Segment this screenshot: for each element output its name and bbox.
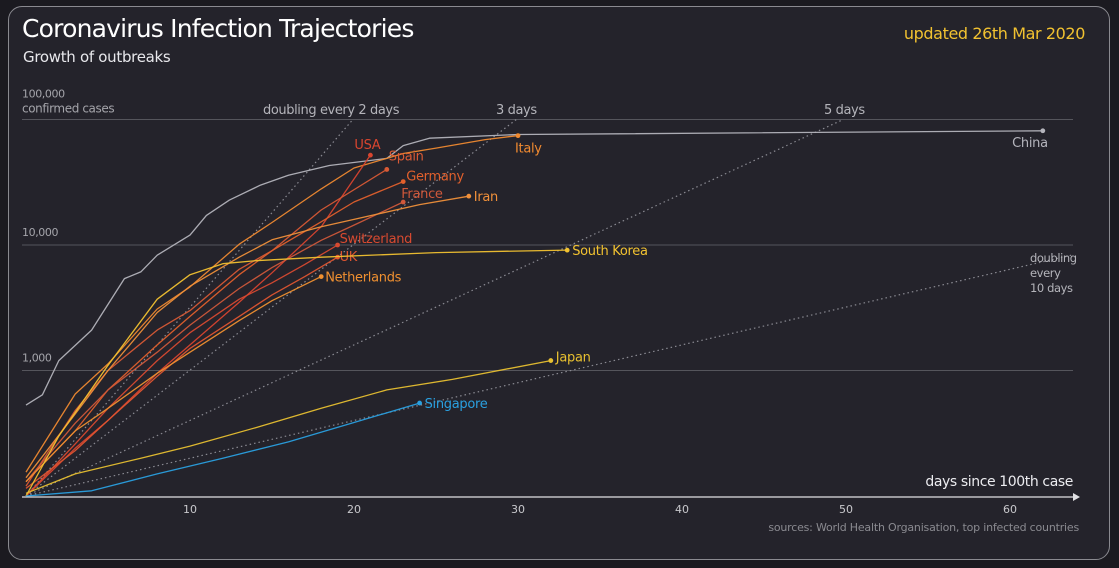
series-endpoint-germany [400, 179, 406, 185]
series-endpoint-usa [368, 152, 373, 158]
series-line-switzerland [25, 244, 338, 497]
x-tick-label: 40 [675, 503, 689, 516]
series-label-japan: Japan [555, 351, 591, 366]
series-label-uk: UK [340, 250, 358, 265]
series-label-switzerland: Switzerland [340, 232, 413, 247]
series-line-italy [25, 134, 519, 473]
series-line-usa [25, 154, 371, 497]
guide-label: 3 days [496, 103, 537, 118]
series-line-france [25, 201, 404, 483]
source-note: sources: World Health Organisation, top … [768, 521, 1079, 534]
x-tick-label: 20 [347, 503, 361, 516]
series-endpoint-switzerland [335, 242, 340, 248]
series-line-japan [25, 359, 551, 494]
series-endpoint-france [400, 199, 406, 205]
series-label-germany: Germany [406, 170, 464, 185]
series-label-usa: USA [354, 138, 380, 153]
series-label-iran: Iran [474, 190, 498, 205]
series-line-germany [25, 180, 404, 483]
series-line-iran [25, 195, 469, 479]
series-line-south-korea [25, 249, 568, 497]
x-tick-label: 50 [839, 503, 853, 516]
series-endpoint-japan [548, 358, 554, 363]
guide-label: doubling every 2 days [263, 103, 400, 118]
series-line-singapore [25, 402, 420, 497]
series-endpoint-italy [515, 133, 521, 139]
x-tick-label: 60 [1003, 503, 1017, 516]
y-axis-label: confirmed cases [22, 102, 114, 116]
x-tick-label: 30 [511, 503, 525, 516]
doubling-guide-line [25, 119, 354, 497]
guide-label-10-days: 10 days [1030, 281, 1073, 295]
series-label-china: China [1012, 136, 1048, 151]
series-endpoint-spain [384, 167, 390, 172]
series-label-south-korea: South Korea [572, 244, 647, 259]
series-endpoint-iran [466, 193, 472, 199]
series-label-spain: Spain [389, 149, 424, 164]
series-endpoint-china [1040, 128, 1046, 134]
x-axis-label: days since 100th case [925, 474, 1073, 490]
y-tick-label: 10,000 [22, 226, 58, 239]
series-label-netherlands: Netherlands [325, 271, 401, 286]
guide-label-10-days: doubling [1030, 251, 1077, 265]
series-line-uk [25, 256, 338, 489]
chart-subtitle: Growth of outbreaks [23, 48, 171, 66]
series-line-china [25, 130, 1043, 406]
series-label-italy: Italy [515, 142, 542, 157]
x-tick-label: 10 [183, 503, 197, 516]
series-line-netherlands [25, 276, 322, 483]
series-label-singapore: Singapore [425, 397, 488, 412]
series-label-france: France [401, 187, 443, 202]
chart-frame [8, 6, 1110, 560]
series-endpoint-south-korea [564, 247, 570, 253]
chart-title: Coronavirus Infection Trajectories [22, 14, 414, 43]
y-tick-label: 100,000 [22, 88, 65, 101]
guide-label: 5 days [824, 103, 865, 118]
series-endpoint-netherlands [318, 274, 324, 280]
updated-date: updated 26th Mar 2020 [903, 24, 1085, 43]
y-tick-label: 1,000 [22, 352, 52, 365]
doubling-guide-line [25, 118, 844, 497]
series-endpoint-singapore [417, 400, 422, 406]
x-axis-arrow [1073, 493, 1080, 501]
guide-label-10-days: every [1030, 266, 1061, 280]
